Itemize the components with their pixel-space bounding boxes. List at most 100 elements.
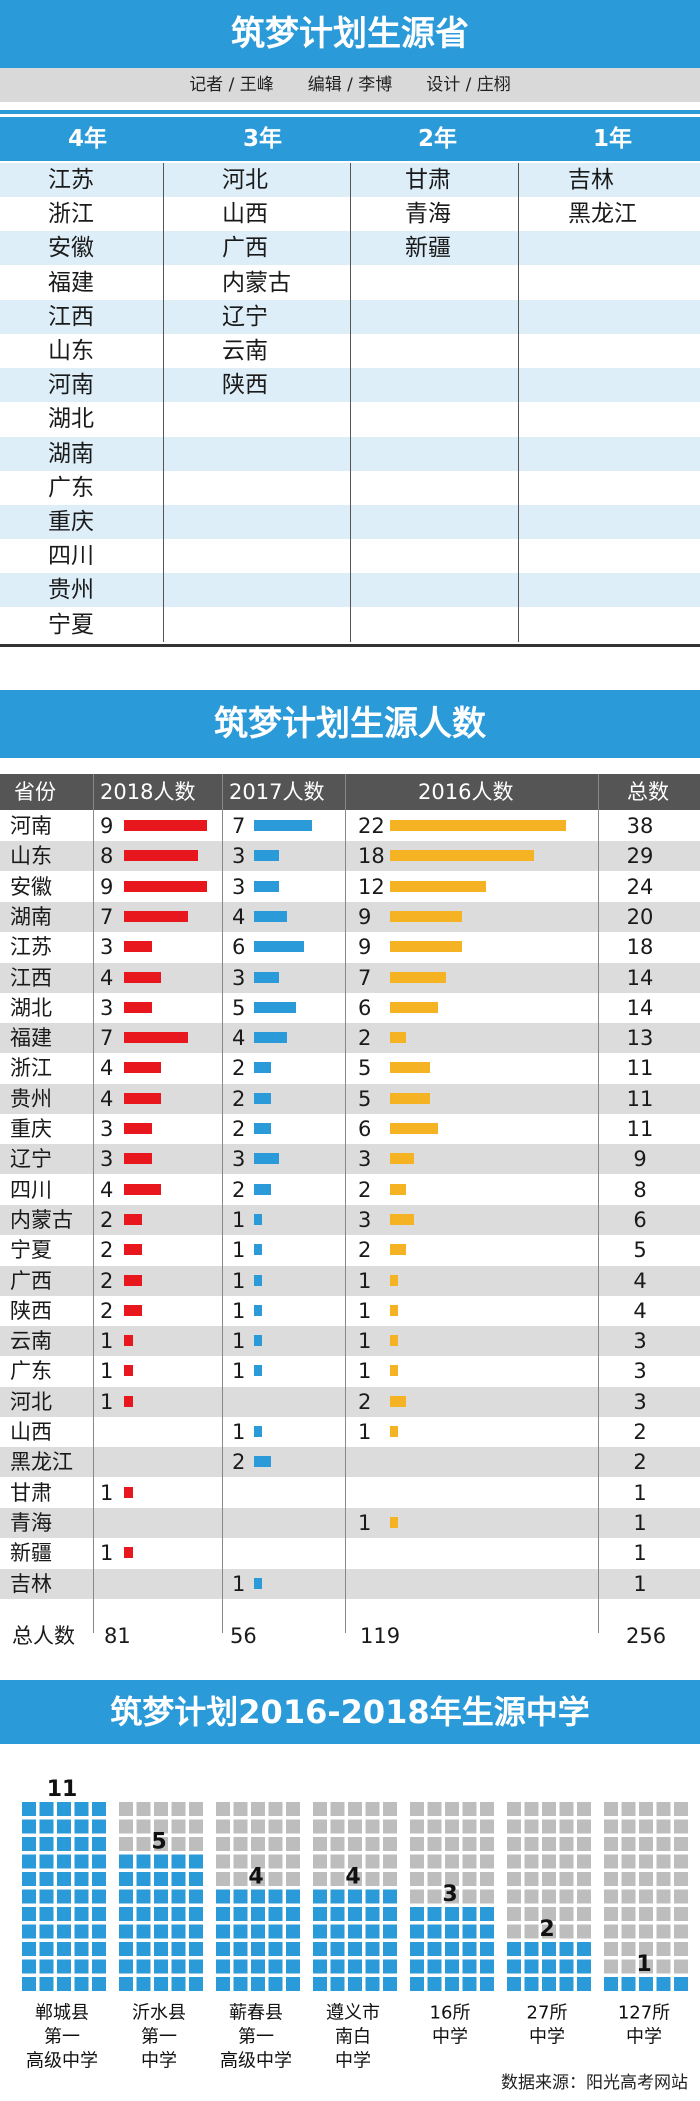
waffle-cell-filled — [427, 1924, 442, 1939]
value-label: 3 — [232, 874, 246, 899]
waffle-cell-empty — [410, 1837, 424, 1851]
bar — [254, 1062, 271, 1074]
waffle-cell-filled — [365, 1889, 380, 1904]
waffle-cell-empty — [427, 1802, 442, 1816]
waffle-cell-filled — [445, 1977, 459, 1991]
waffle-cell-empty — [656, 1837, 671, 1851]
value-label: 3 — [100, 1147, 114, 1172]
waffle-cell-empty — [286, 1854, 300, 1869]
waffle-cell-empty — [136, 1819, 151, 1834]
waffle-cell-empty — [233, 1802, 248, 1816]
waffle-cell-filled — [22, 1854, 36, 1869]
waffle-cell-empty — [604, 1924, 618, 1939]
total-value: 38 — [626, 814, 654, 838]
waffle-cell-filled — [39, 1907, 54, 1921]
value-label: 4 — [232, 904, 246, 929]
waffle-cell-filled — [427, 1942, 442, 1956]
waffle-cell-empty — [524, 1819, 539, 1834]
category-label: 高级中学 — [220, 2051, 292, 2071]
waffle-cell-filled — [524, 1977, 539, 1991]
school-waffle-chart: 11郸城县第一高级中学5沂水县第一中学4蕲春县第一高级中学4遵义市南白中学316… — [22, 1777, 688, 2071]
waffle-cell-empty — [154, 1837, 168, 1851]
waffle-cell-empty — [639, 1854, 653, 1869]
waffle-cell-empty — [559, 1819, 574, 1834]
waffle-cell-filled — [233, 1889, 248, 1904]
waffle-cell-filled — [92, 1819, 106, 1834]
bar — [254, 820, 313, 831]
waffle-cell-empty — [674, 1942, 688, 1956]
waffle-cell-filled — [480, 1907, 494, 1921]
bar — [124, 1395, 134, 1407]
waffle-cell-filled — [57, 1819, 71, 1834]
province-cell: 安徽 — [48, 235, 94, 262]
waffle-cell-empty — [577, 1924, 591, 1939]
province-cell: 浙江 — [48, 201, 94, 228]
province-label: 四川 — [10, 1177, 52, 1202]
bar — [390, 1516, 398, 1528]
waffle-cell-filled — [189, 1889, 203, 1904]
value-label: 1 — [358, 1510, 372, 1535]
waffle-cell-filled — [171, 1977, 186, 1991]
category-label: 27所 — [527, 2003, 568, 2024]
waffle-cell-empty — [313, 1819, 327, 1834]
bar — [254, 1123, 271, 1134]
waffle-cell-filled — [383, 1959, 397, 1974]
value-label: 2 — [358, 1026, 372, 1051]
header-total: 总数 — [627, 780, 669, 804]
waffle-cell-filled — [39, 1924, 54, 1939]
waffle-cell-empty — [286, 1837, 300, 1851]
waffle-cell-empty — [480, 1872, 494, 1886]
bar — [254, 1456, 271, 1468]
waffle-cell-filled — [577, 1959, 591, 1974]
waffle-cell-filled — [330, 1889, 345, 1904]
value-label: 1 — [100, 1480, 114, 1505]
waffle-cell-filled — [445, 1959, 459, 1974]
bar — [124, 1092, 161, 1104]
waffle-cell-filled — [542, 1942, 556, 1956]
bar — [254, 971, 279, 983]
waffle-cell-empty — [445, 1854, 459, 1869]
waffle-cell-filled — [330, 1942, 345, 1956]
bar — [390, 910, 462, 922]
value-label: 4 — [100, 1177, 114, 1202]
waffle-cell-filled — [74, 1819, 89, 1834]
waffle-cell-empty — [621, 1837, 636, 1851]
waffle-cell-filled — [171, 1907, 186, 1921]
bar — [124, 1062, 161, 1074]
column-header-1: 3年 — [242, 126, 282, 152]
waffle-cell-empty — [621, 1889, 636, 1904]
value-label: 6 — [358, 995, 372, 1020]
waffle-cell-empty — [674, 1802, 688, 1816]
province-label: 内蒙古 — [10, 1207, 73, 1232]
category-label: 沂水县 — [132, 2003, 186, 2024]
waffle-cell-empty — [480, 1854, 494, 1869]
waffle-cell-empty — [559, 1837, 574, 1851]
province-label: 广西 — [10, 1268, 52, 1293]
waffle-cell-empty — [656, 1907, 671, 1921]
waffle-cell-empty — [507, 1854, 521, 1869]
value-label: 12 — [358, 874, 385, 899]
waffle-cell-empty — [621, 1854, 636, 1869]
waffle-cell-empty — [330, 1802, 345, 1816]
bar — [390, 1274, 398, 1286]
total-value: 5 — [633, 1238, 647, 1263]
category-label: 第一 — [44, 2027, 80, 2048]
waffle-cell-empty — [216, 1802, 230, 1816]
value-label: 3 — [232, 844, 246, 869]
bar — [254, 1153, 279, 1165]
waffle-cell-filled — [136, 1977, 151, 1991]
waffle-cell-filled — [154, 1907, 168, 1921]
waffle-cell-empty — [524, 1889, 539, 1904]
waffle-cell-filled — [639, 1977, 653, 1991]
bar — [254, 1426, 263, 1437]
waffle-cell-filled — [286, 1924, 300, 1939]
waffle-cell-filled — [216, 1959, 230, 1974]
waffle-cell-empty — [577, 1802, 591, 1816]
waffle-cell-empty — [674, 1854, 688, 1869]
waffle-cell-empty — [559, 1924, 574, 1939]
waffle-cell-empty — [365, 1819, 380, 1834]
waffle-cell-empty — [462, 1837, 477, 1851]
column-divider — [350, 163, 351, 642]
waffle-cell-filled — [427, 1907, 442, 1921]
value-label: 3 — [442, 1882, 457, 1907]
